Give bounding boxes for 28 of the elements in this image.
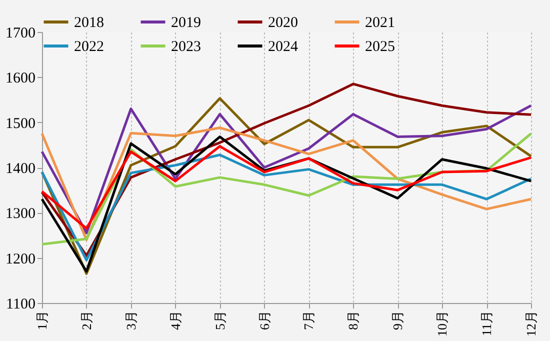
legend-label: 2025: [365, 39, 395, 55]
line-series: [40, 145, 532, 230]
y-tick-label: 1600: [6, 70, 36, 87]
legend-label: 2019: [171, 15, 201, 31]
legend-label: 2024: [268, 39, 298, 55]
x-tick-label: 11月: [479, 310, 494, 336]
x-tick-label: 8月: [346, 310, 361, 330]
x-tick-label: 5月: [212, 310, 228, 330]
legend-label: 2021: [365, 15, 395, 31]
y-tick-label: 1100: [6, 296, 36, 312]
legend-label: 2018: [74, 15, 104, 31]
x-tick-label: 6月: [256, 310, 272, 330]
y-tick-label: 1300: [6, 206, 36, 222]
x-tick-label: 2月: [78, 310, 94, 330]
x-tick-label: 10月: [434, 310, 450, 336]
legend-label: 2022: [74, 39, 104, 55]
y-tick-label: 1200: [6, 251, 36, 268]
x-tick-label: 7月: [301, 310, 316, 330]
legend-label: 2020: [268, 15, 298, 31]
x-tick-label: 12月: [524, 310, 538, 336]
legend-label: 2023: [171, 39, 201, 55]
x-tick-label: 9月: [390, 310, 406, 330]
y-tick-label: 1500: [6, 116, 36, 132]
x-tick-label: 4月: [168, 310, 183, 330]
x-tick-label: 3月: [123, 310, 138, 330]
y-tick-label: 1700: [6, 26, 36, 42]
y-tick-label: 1400: [6, 161, 36, 177]
x-tick-label: 1月: [34, 310, 50, 330]
